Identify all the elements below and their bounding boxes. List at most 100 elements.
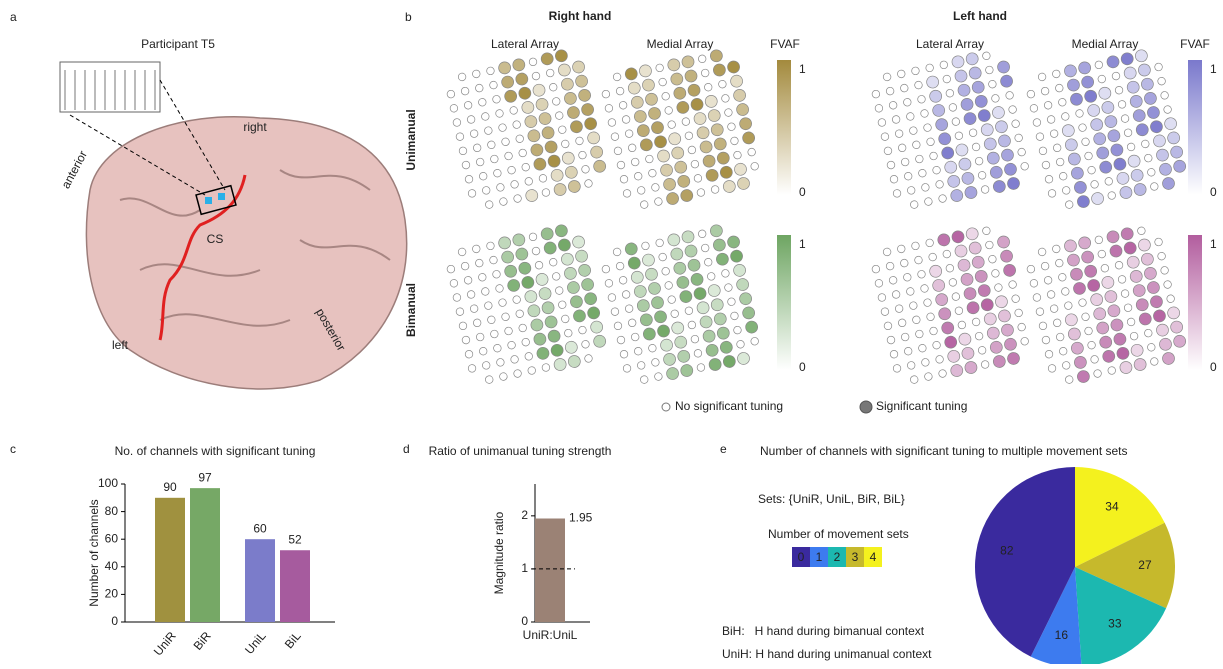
electrode-significant [1000,323,1014,337]
electrode [1017,323,1026,332]
legend-title: Number of movement sets [768,527,909,541]
electrode-significant [1107,304,1121,318]
electrode-significant [560,77,574,91]
electrode [555,111,564,120]
electrode [552,272,561,281]
sulcus-label: CS [207,232,224,246]
electrode-significant [735,277,749,291]
electrode [975,157,984,166]
electrode [637,186,646,195]
electrode-significant [577,88,591,102]
electrode [920,284,929,293]
electrode [475,84,484,93]
electrode [883,321,892,330]
electrode-significant [1129,269,1143,283]
electrode [1029,279,1038,288]
electrode-significant [1084,89,1098,103]
electrode-significant [977,283,991,297]
electrode [509,106,518,115]
electrode [1130,332,1139,341]
electrode-significant [994,295,1008,309]
electrode-significant [1116,346,1130,360]
bar [245,539,275,622]
electrode [581,165,590,174]
electrode-significant [997,134,1011,148]
electrode [549,83,558,92]
colorbar-tick-label: 1 [1210,62,1217,76]
electrode-significant [518,86,532,100]
electrode-significant [1061,124,1075,138]
electrode [1090,180,1099,189]
electrode [886,87,895,96]
electrode [619,276,628,285]
electrode-significant [713,137,727,151]
electrode [622,115,631,124]
electrode [1104,177,1113,186]
electrode [704,83,713,92]
electrode [458,247,467,256]
electrode [484,301,493,310]
electrode [1084,151,1093,160]
electrode [555,286,564,295]
electrode-array-map [443,221,610,390]
electrode-significant [965,52,979,66]
value-label: 16 [1055,628,1069,642]
electrode [750,162,759,171]
note: BiH: H hand during bimanual context [722,624,925,638]
electrode-significant [690,272,704,286]
electrode [1045,175,1054,184]
electrode [610,132,619,141]
electrode [499,197,508,206]
electrode [458,321,467,330]
electrode-significant [547,154,561,168]
electrode-significant [999,74,1013,88]
electrode [954,306,963,315]
electrode-significant [566,280,580,294]
electrode [921,358,930,367]
electrode [651,358,660,367]
electrode-significant [533,157,547,171]
electrode [975,332,984,341]
electrode [923,298,932,307]
electrode-array-map [598,46,765,215]
electrode [889,276,898,285]
electrode-significant [971,80,985,94]
electrode [532,247,541,256]
electrode [929,326,938,335]
electrode [1121,114,1130,123]
electrode-significant [719,165,733,179]
electrode-significant [1096,321,1110,335]
electrode-significant [1002,263,1016,277]
electrode [461,262,470,271]
electrode [521,338,530,347]
electrode [921,183,930,192]
electrode [631,333,640,342]
electrode-significant [1123,241,1137,255]
electrode [982,51,991,60]
electrode-significant [974,269,988,283]
electrode [935,180,944,189]
electrode [452,293,461,302]
electrode [972,317,981,326]
column-title: Right hand [549,9,612,23]
electrode [628,143,637,152]
electrode-significant [1137,63,1151,77]
electrode-significant [680,188,694,202]
electrode-significant [1069,267,1083,281]
electrode-significant [996,235,1010,249]
electrode-significant [1140,252,1154,266]
electrode-significant [1132,108,1146,122]
electrode-significant [662,177,676,191]
electrode-significant [574,249,588,263]
electrode [696,363,705,372]
electrode-significant [716,151,730,165]
figure: a Participant T5 anterior right left pos… [0,0,1223,664]
direction-label: anterior [59,148,90,191]
electrode [1047,290,1056,299]
electrode-significant [527,304,541,318]
electrode [664,281,673,290]
electrode [535,261,544,270]
electrode [473,318,482,327]
electrode [730,311,739,320]
electrode [1141,139,1150,148]
